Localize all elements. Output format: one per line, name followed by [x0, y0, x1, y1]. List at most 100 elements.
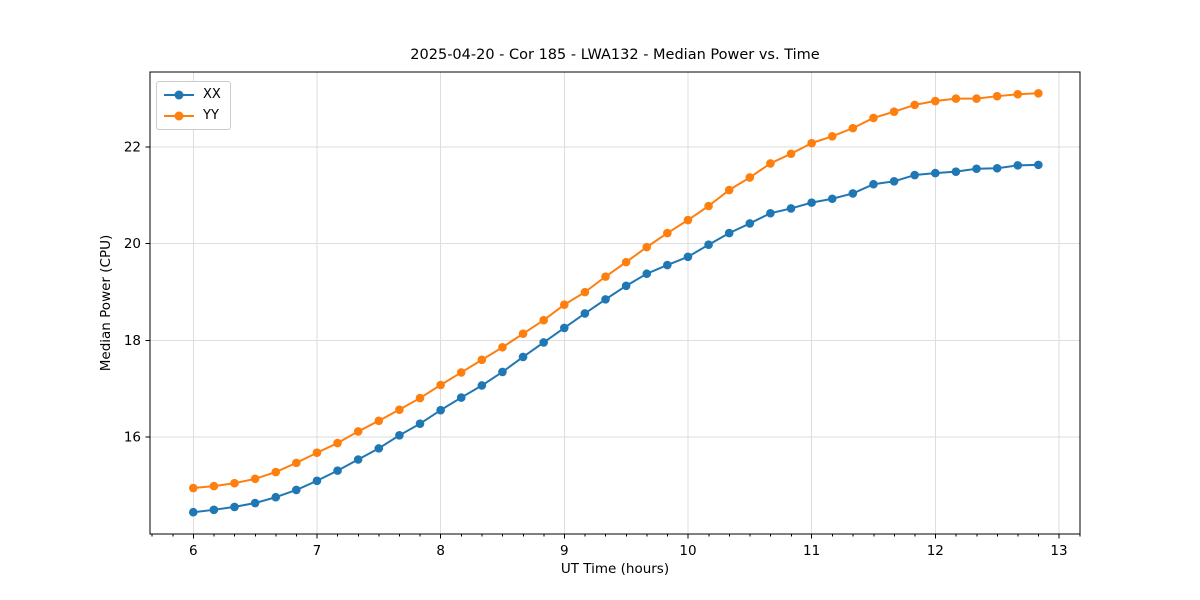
- data-point-xx: [889, 177, 899, 186]
- data-point-yy: [951, 94, 961, 103]
- data-point-xx: [374, 444, 384, 453]
- data-point-yy: [931, 96, 940, 106]
- data-point-xx: [827, 194, 837, 204]
- data-point-yy: [395, 405, 404, 414]
- y-axis-tick-label: 22: [124, 139, 141, 155]
- data-point-xx: [353, 455, 363, 464]
- legend-entry-yy: YY: [164, 108, 221, 124]
- x-axis-tick-label: 8: [436, 543, 445, 559]
- legend: XX YY: [156, 81, 231, 130]
- y-axis-tick-label: 18: [124, 333, 141, 349]
- data-point-xx: [477, 381, 487, 390]
- data-point-xx: [1034, 160, 1043, 170]
- data-point-xx: [312, 476, 322, 486]
- data-point-yy: [1034, 88, 1043, 98]
- data-point-yy: [642, 242, 652, 252]
- legend-marker-xx-icon: [164, 87, 194, 103]
- data-point-xx: [456, 393, 466, 402]
- data-point-yy: [250, 474, 260, 484]
- data-point-yy: [807, 138, 816, 148]
- data-point-xx: [807, 198, 816, 207]
- data-point-xx: [498, 367, 507, 377]
- data-point-yy: [704, 201, 713, 211]
- data-point-yy: [292, 458, 301, 468]
- x-axis-tick-label: 9: [560, 543, 569, 559]
- data-point-xx: [188, 507, 198, 517]
- data-point-yy: [580, 287, 590, 297]
- data-point-yy: [353, 427, 363, 436]
- data-point-yy: [848, 123, 858, 133]
- data-point-xx: [333, 466, 342, 475]
- data-point-xx: [1013, 161, 1023, 170]
- data-point-xx: [786, 204, 796, 213]
- data-point-yy: [518, 329, 528, 339]
- legend-label-xx: XX: [203, 87, 221, 102]
- data-point-yy: [456, 368, 466, 377]
- data-point-yy: [869, 113, 878, 123]
- data-point-yy: [766, 159, 775, 168]
- data-point-xx: [209, 505, 219, 515]
- data-point-xx: [250, 498, 260, 508]
- data-point-xx: [869, 179, 878, 189]
- data-point-yy: [230, 478, 239, 488]
- data-point-yy: [889, 107, 899, 116]
- data-point-yy: [312, 448, 322, 458]
- data-point-xx: [539, 338, 548, 347]
- data-point-yy: [374, 416, 384, 426]
- data-point-xx: [230, 502, 239, 512]
- data-point-xx: [580, 309, 590, 318]
- data-point-yy: [663, 228, 672, 238]
- data-point-yy: [786, 149, 796, 159]
- data-point-xx: [931, 168, 940, 178]
- y-axis-tick-label: 16: [124, 430, 141, 446]
- legend-entry-xx: XX: [164, 87, 221, 103]
- data-point-xx: [910, 170, 919, 180]
- data-point-xx: [972, 164, 981, 174]
- data-point-xx: [518, 352, 528, 362]
- data-point-xx: [745, 219, 755, 228]
- data-point-yy: [1013, 89, 1023, 99]
- data-point-yy: [559, 300, 569, 309]
- x-axis-tick-label: 13: [1050, 543, 1067, 559]
- data-point-yy: [271, 467, 281, 477]
- x-axis-tick-label: 7: [313, 543, 322, 559]
- x-axis-label: UT Time (hours): [560, 561, 670, 577]
- data-point-xx: [951, 167, 961, 176]
- data-point-yy: [333, 438, 342, 448]
- data-point-xx: [704, 240, 713, 250]
- data-point-xx: [292, 485, 301, 495]
- y-axis-label: Median Power (CPU): [98, 234, 114, 372]
- data-point-yy: [724, 185, 734, 195]
- series-line-xx: [192, 163, 1040, 514]
- chart-title: 2025-04-20 - Cor 185 - LWA132 - Median P…: [410, 47, 820, 63]
- legend-label-yy: YY: [203, 108, 219, 123]
- x-axis-tick-label: 11: [803, 543, 820, 559]
- data-point-yy: [910, 100, 919, 110]
- data-point-xx: [642, 269, 652, 279]
- data-point-xx: [663, 260, 672, 270]
- data-point-xx: [436, 405, 445, 415]
- data-point-yy: [683, 215, 693, 225]
- data-point-yy: [477, 355, 487, 365]
- data-point-xx: [766, 208, 775, 218]
- data-point-xx: [559, 323, 569, 333]
- data-point-xx: [621, 281, 631, 291]
- data-point-yy: [992, 91, 1002, 101]
- series-line-yy: [192, 92, 1040, 490]
- y-axis-tick-label: 20: [124, 236, 141, 252]
- data-point-xx: [601, 295, 610, 304]
- x-axis-tick-label: 12: [927, 543, 944, 559]
- data-point-yy: [498, 342, 507, 352]
- axes-frame: [149, 71, 1081, 535]
- x-axis-tick-label: 6: [189, 543, 198, 559]
- data-point-yy: [972, 94, 981, 103]
- x-axis-tick-label: 10: [679, 543, 696, 559]
- data-point-yy: [209, 481, 219, 491]
- data-point-yy: [621, 257, 631, 267]
- data-point-xx: [992, 163, 1002, 173]
- data-point-xx: [271, 492, 281, 502]
- legend-marker-yy-icon: [164, 108, 194, 124]
- data-point-yy: [601, 272, 610, 281]
